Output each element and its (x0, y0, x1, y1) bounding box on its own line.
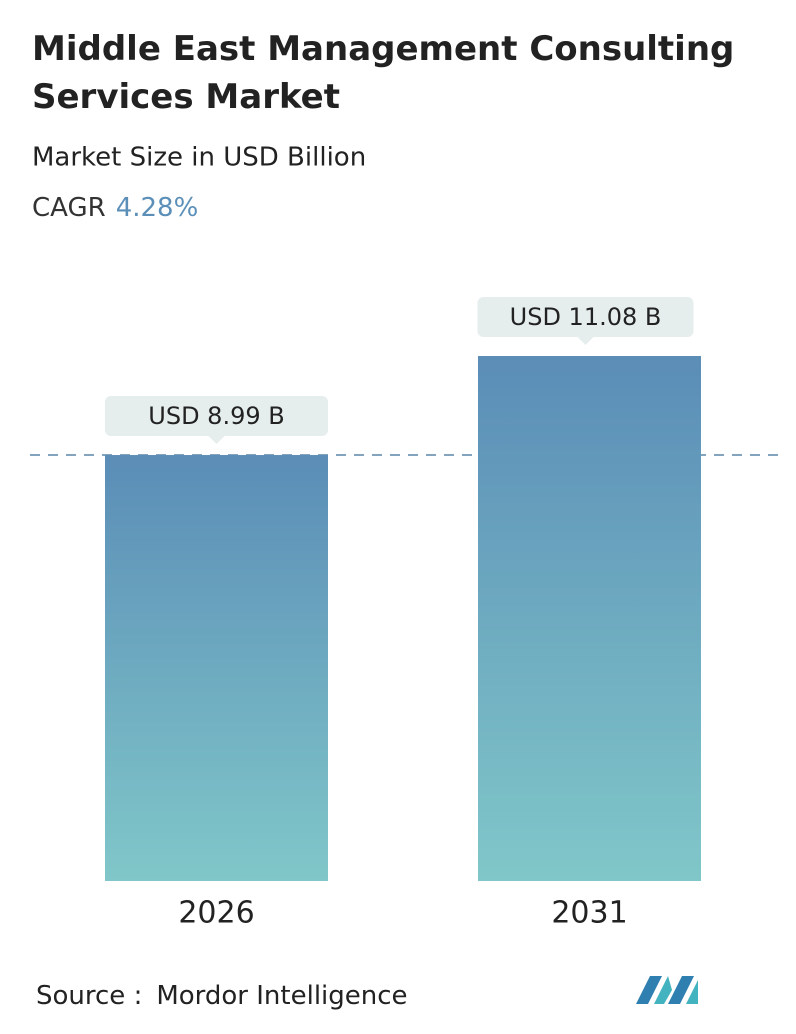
chart-subtitle: Market Size in USD Billion (32, 143, 366, 173)
chart-title-line: Middle East Management Consulting (32, 29, 734, 69)
value-label-box (105, 396, 328, 437)
chart-title: Middle East Management Consulting Service… (32, 29, 734, 117)
source-value: Mordor Intelligence (156, 981, 407, 1011)
chart-title-line: Services Market (32, 77, 340, 117)
source-label: Source : (36, 981, 142, 1011)
cagr-label: CAGR (32, 193, 106, 223)
value-label-box (477, 297, 694, 337)
value-label: USD 11.08 B (510, 303, 662, 331)
logo (636, 976, 698, 1004)
x-tick-label: 2026 (178, 896, 254, 931)
bar (478, 356, 701, 881)
bar (105, 455, 328, 881)
cagr: CAGR 4.28% (32, 193, 198, 223)
x-tick-label: 2031 (551, 896, 627, 931)
cagr-value: 4.28% (116, 193, 199, 223)
value-label-pointer (208, 436, 225, 445)
value-label-pointer (577, 337, 594, 345)
source: Source : Mordor Intelligence (36, 981, 408, 1011)
value-label: USD 8.99 B (148, 402, 284, 430)
